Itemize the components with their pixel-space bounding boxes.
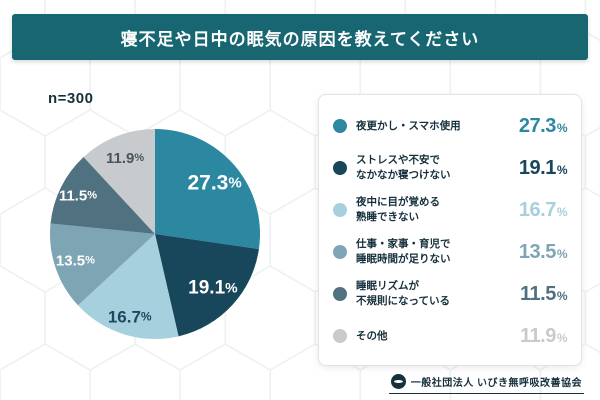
pie-slice bbox=[155, 234, 259, 337]
legend-item-label: 夜中に目が覚める 熟睡できない bbox=[356, 196, 440, 223]
legend-color-dot bbox=[333, 203, 347, 217]
page-title: 寝不足や日中の眠気の原因を教えてください bbox=[120, 29, 480, 49]
legend-color-dot bbox=[333, 119, 347, 133]
pie-slice-label: 27.3% bbox=[187, 171, 241, 194]
legend-item-label: 夜更かし・スマホ使用 bbox=[356, 119, 461, 132]
legend-item-label: 睡眠リズムが 不規則になっている bbox=[356, 280, 450, 307]
pie-slice bbox=[155, 129, 261, 250]
legend-item: 睡眠リズムが 不規則になっている 11.5% bbox=[333, 275, 568, 313]
legend-item-value: 16.7% bbox=[518, 198, 568, 221]
legend-item: 夜中に目が覚める 熟睡できない 16.7% bbox=[333, 191, 568, 229]
legend-item-label: ストレスや不安で なかなか寝つけない bbox=[356, 154, 451, 181]
legend-color-dot bbox=[333, 329, 347, 343]
legend-item: その他 11.9% bbox=[333, 317, 568, 355]
legend-item-value: 11.9% bbox=[520, 324, 568, 347]
legend-color-dot bbox=[333, 161, 347, 175]
footer: 一般社団法人 いびき無呼吸改善協会 bbox=[388, 374, 584, 394]
legend-card: 夜更かし・スマホ使用 27.3% ストレスや不安で なかなか寝つけない 19.1% 夜中に… bbox=[318, 94, 582, 366]
pie-slice bbox=[50, 157, 155, 234]
pie-slice bbox=[49, 223, 155, 306]
legend-item: 仕事・家事・育児で 睡眠時間が足りない 13.5% bbox=[333, 233, 568, 271]
legend-item-value: 11.5% bbox=[520, 282, 568, 305]
legend-item: ストレスや不安で なかなか寝つけない 19.1% bbox=[333, 149, 568, 187]
legend-color-dot bbox=[333, 287, 347, 301]
legend-item-value: 27.3% bbox=[518, 114, 568, 137]
pie-slice bbox=[78, 234, 179, 340]
legend-item-value: 19.1% bbox=[518, 156, 568, 179]
organization-logo-icon bbox=[390, 374, 406, 389]
pie-slice-label: 16.7% bbox=[108, 307, 152, 326]
pie-slice bbox=[83, 129, 155, 234]
pie-slice-label: 11.9% bbox=[106, 149, 144, 166]
pie-slice-label: 19.1% bbox=[188, 277, 238, 298]
legend-item-value: 13.5% bbox=[518, 240, 568, 263]
pie-slice-label: 13.5% bbox=[56, 252, 95, 269]
pie-chart-wrapper: 27.3% 19.1% 16.7% 13.5% 11.5% 11.9% bbox=[45, 124, 265, 344]
legend-color-dot bbox=[333, 245, 347, 259]
legend-item-label: 仕事・家事・育児で 睡眠時間が足りない bbox=[356, 238, 451, 265]
legend-item: 夜更かし・スマホ使用 27.3% bbox=[333, 107, 568, 145]
pie-slice-label: 11.5% bbox=[59, 187, 97, 204]
sample-size-label: n=300 bbox=[48, 90, 94, 107]
pie-chart: 27.3% 19.1% 16.7% 13.5% 11.5% 11.9% bbox=[49, 129, 261, 340]
organization-name: 一般社団法人 いびき無呼吸改善協会 bbox=[410, 378, 582, 389]
legend-item-label: その他 bbox=[356, 329, 388, 342]
header-bar: 寝不足や日中の眠気の原因を教えてください bbox=[12, 14, 588, 60]
